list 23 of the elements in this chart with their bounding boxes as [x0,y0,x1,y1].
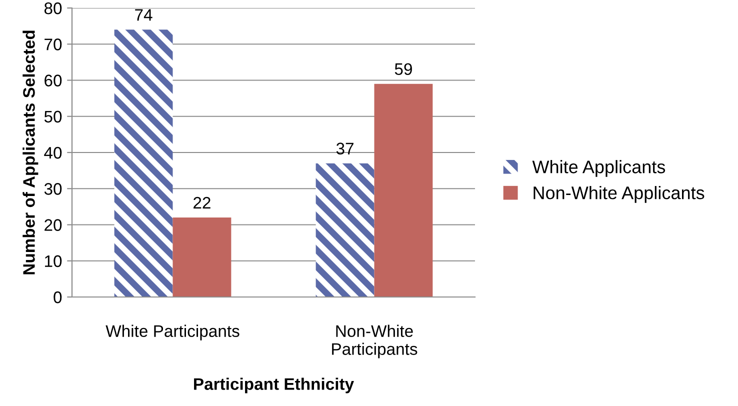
x-tick-label: Non-White Participants [332,324,418,358]
data-label: 37 [336,142,354,154]
legend-label: White Applicants [532,160,666,177]
data-label: 22 [194,196,210,209]
bar [374,84,433,297]
y-tick-label: 40 [44,146,62,159]
data-label: 74 [135,9,152,21]
data-label: 59 [394,63,412,76]
bar [316,163,374,297]
y-tick-label: 70 [44,38,62,50]
x-axis-title: Participant Ethnicity [194,378,354,394]
bar [172,218,232,297]
y-axis-title: Number of Applicants Selected [22,30,38,274]
y-tick-label: 20 [44,219,62,231]
bar [114,30,173,297]
y-tick-label: 30 [44,183,62,195]
y-tick-label: 50 [44,110,62,123]
legend-label: Non-White Applicants [534,186,704,203]
y-tick-label: 60 [44,74,62,86]
x-tick-label: White Participants [106,324,240,340]
y-tick-label: 0 [54,291,62,304]
y-tick-label: 10 [45,255,62,268]
y-tick-label: 80 [44,2,62,14]
